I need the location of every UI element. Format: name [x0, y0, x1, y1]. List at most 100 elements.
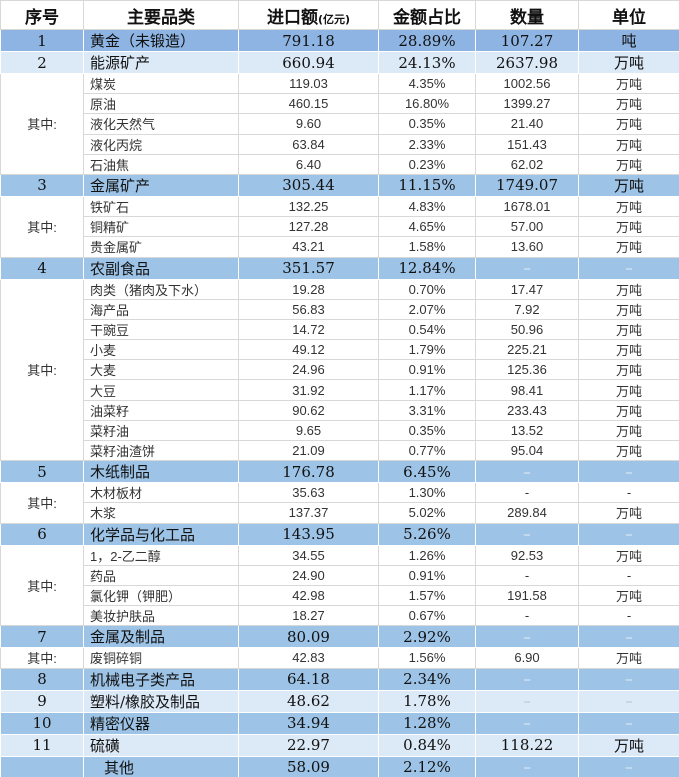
unit-cell: –	[578, 460, 679, 484]
name-cell: 贵金属矿	[83, 236, 239, 258]
unit-cell: 万吨	[578, 298, 679, 320]
subitem-row: 其中: 铁矿石 132.25 4.83% 1678.01 万吨	[0, 195, 679, 258]
pct-cell: 1.17%	[378, 379, 476, 401]
unit-cell: 万吨	[578, 72, 679, 95]
name-cell: 木浆	[83, 502, 239, 524]
seq-cell: 7	[0, 625, 84, 649]
subitem-row: 原油 460.15 16.80% 1399.27 万吨	[1, 93, 679, 115]
qty-cell: 50.96	[475, 318, 579, 341]
unit-cell: –	[578, 256, 679, 280]
pct-cell: 28.89%	[378, 29, 476, 52]
pct-cell: 2.12%	[378, 755, 476, 777]
amount-cell: 24.96	[238, 359, 379, 381]
amount-cell: 143.95	[238, 522, 379, 546]
sub-label: 其中:	[0, 544, 84, 627]
amount-cell: 22.97	[238, 733, 379, 757]
subitem-row: 贵金属矿 43.21 1.58% 13.60 万吨	[1, 236, 679, 258]
name-cell: 肉类（猪肉及下水）	[83, 278, 239, 300]
pct-cell: 5.26%	[378, 522, 476, 546]
qty-cell: 1399.27	[475, 93, 579, 115]
qty-cell: 1749.07	[475, 173, 579, 197]
amount-cell: 24.90	[238, 564, 379, 586]
name-cell: 液化丙烷	[83, 133, 239, 155]
name-cell: 废铜碎铜	[83, 647, 239, 669]
qty-cell: 107.27	[475, 29, 579, 52]
pct-cell: 2.33%	[378, 133, 476, 155]
name-cell: 农副食品	[83, 256, 239, 280]
subitem-row: 油菜籽 90.62 3.31% 233.43 万吨	[1, 399, 679, 421]
subitem-row: 氯化钾（钾肥） 42.98 1.57% 191.58 万吨	[1, 584, 679, 607]
sub-label: 其中:	[0, 278, 84, 462]
pct-cell: 0.77%	[378, 439, 476, 462]
name-cell: 木材板材	[83, 482, 239, 504]
pct-cell: 1.26%	[378, 544, 476, 566]
unit-cell: 万吨	[578, 236, 679, 258]
subitem-row: 石油焦 6.40 0.23% 62.02 万吨	[1, 153, 679, 175]
subitem-row: 大麦 24.96 0.91% 125.36 万吨	[1, 359, 679, 381]
pct-cell: 3.31%	[378, 399, 476, 421]
qty-cell: 6.90	[475, 647, 579, 669]
header-qty: 数量	[475, 0, 579, 30]
qty-cell: 95.04	[475, 439, 579, 462]
amount-cell: 64.18	[238, 667, 379, 691]
header-amount-label: 进口额	[266, 7, 318, 28]
amount-cell: 9.60	[238, 113, 379, 135]
amount-cell: 14.72	[238, 318, 379, 341]
unit-cell: 万吨	[578, 195, 679, 218]
seq-cell: 2	[0, 51, 84, 74]
unit-cell: –	[578, 689, 679, 713]
amount-cell: 6.40	[238, 153, 379, 175]
qty-cell: 13.52	[475, 419, 579, 442]
unit-cell: 万吨	[578, 419, 679, 442]
name-cell: 木纸制品	[83, 460, 239, 484]
subitem-row: 海产品 56.83 2.07% 7.92 万吨	[1, 298, 679, 320]
subitem-row: 药品 24.90 0.91% - -	[1, 564, 679, 586]
sub-label: 其中:	[0, 482, 84, 524]
subitem-row: 液化天然气 9.60 0.35% 21.40 万吨	[1, 113, 679, 135]
unit-cell: 万吨	[578, 153, 679, 175]
unit-cell: 万吨	[578, 647, 679, 669]
name-cell: 能源矿产	[83, 51, 239, 74]
pct-cell: 2.07%	[378, 298, 476, 320]
seq-cell: 11	[0, 733, 84, 757]
qty-cell: 1678.01	[475, 195, 579, 218]
pct-cell: 4.35%	[378, 72, 476, 95]
category-row: 其他 58.09 2.12% – –	[0, 755, 679, 777]
amount-cell: 18.27	[238, 605, 379, 627]
pct-cell: 12.84%	[378, 256, 476, 280]
unit-cell: 吨	[578, 29, 679, 52]
name-cell: 大豆	[83, 379, 239, 401]
seq-cell: 4	[0, 256, 84, 280]
qty-cell: 233.43	[475, 399, 579, 421]
subitem-row: 木浆 137.37 5.02% 289.84 万吨	[1, 502, 679, 524]
unit-cell: 万吨	[578, 733, 679, 757]
sub-label: 其中:	[0, 647, 84, 669]
header-amount-unit: (亿元)	[317, 12, 351, 26]
name-cell: 其他	[83, 755, 239, 777]
qty-cell: 1002.56	[475, 72, 579, 95]
qty-cell: 191.58	[475, 584, 579, 607]
subitem-row: 其中: 煤炭 119.03 4.35% 1002.56 万吨	[0, 72, 679, 175]
category-row: 4 农副食品 351.57 12.84% – –	[0, 256, 679, 280]
amount-cell: 127.28	[238, 216, 379, 238]
pct-cell: 4.65%	[378, 216, 476, 238]
pct-cell: 0.84%	[378, 733, 476, 757]
seq-cell: 1	[0, 29, 84, 52]
name-cell: 石油焦	[83, 153, 239, 175]
amount-cell: 351.57	[238, 256, 379, 280]
qty-cell: –	[475, 522, 579, 546]
qty-cell: 62.02	[475, 153, 579, 175]
seq-cell: 10	[0, 711, 84, 735]
amount-cell: 48.62	[238, 689, 379, 713]
pct-cell: 1.79%	[378, 339, 476, 361]
subitem-row: 菜籽油 9.65 0.35% 13.52 万吨	[1, 419, 679, 442]
amount-cell: 35.63	[238, 482, 379, 504]
name-cell: 海产品	[83, 298, 239, 320]
category-row: 3 金属矿产 305.44 11.15% 1749.07 万吨	[0, 173, 679, 197]
table-body: 1 黄金（未锻造） 791.18 28.89% 107.27 吨 2 能源矿产 660.94 24…	[0, 29, 679, 777]
name-cell: 氯化钾（钾肥）	[83, 584, 239, 607]
unit-cell: 万吨	[578, 584, 679, 607]
amount-cell: 56.83	[238, 298, 379, 320]
unit-cell: 万吨	[578, 379, 679, 401]
header-unit: 单位	[578, 0, 679, 30]
